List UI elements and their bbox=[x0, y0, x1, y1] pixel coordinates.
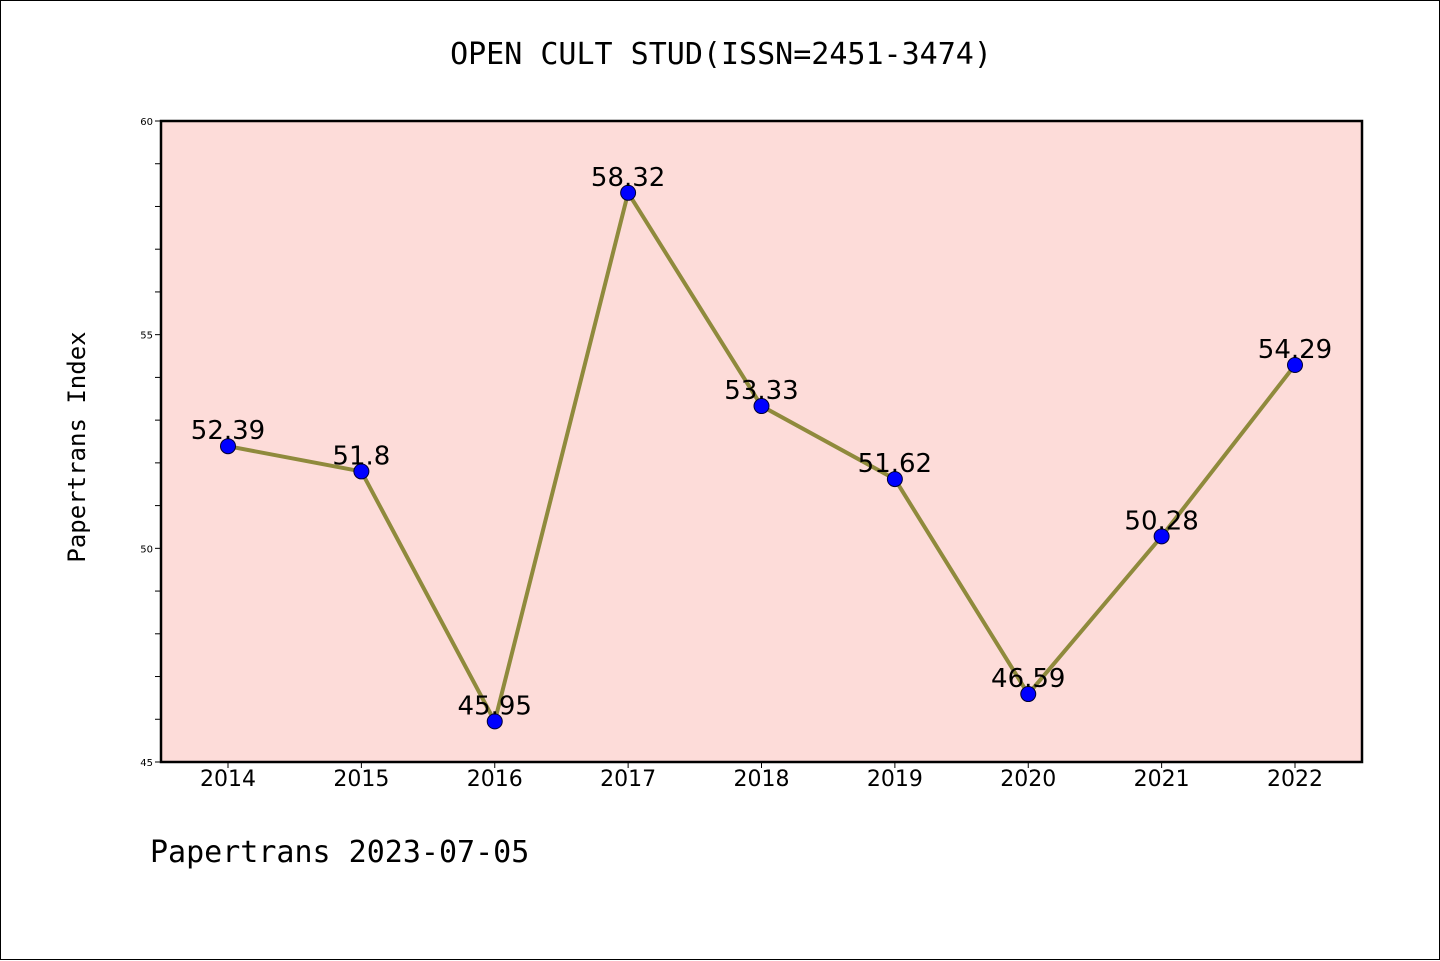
y-tick-label: 50 bbox=[140, 544, 153, 555]
y-tick-label: 55 bbox=[140, 331, 153, 342]
x-tick-label: 2016 bbox=[467, 767, 523, 792]
data-label: 58.32 bbox=[591, 163, 665, 193]
data-label: 54.29 bbox=[1258, 335, 1332, 365]
data-label: 46.59 bbox=[991, 664, 1065, 694]
x-tick-label: 2019 bbox=[867, 767, 923, 792]
data-label: 45.95 bbox=[458, 691, 532, 721]
x-tick-label: 2022 bbox=[1267, 767, 1323, 792]
data-point-marker bbox=[886, 471, 903, 488]
data-label: 52.39 bbox=[191, 416, 265, 446]
data-point-marker bbox=[1153, 528, 1170, 545]
data-label: 53.33 bbox=[724, 376, 798, 406]
plot-background bbox=[161, 121, 1362, 762]
y-tick-label: 45 bbox=[140, 758, 153, 769]
x-tick-label: 2017 bbox=[600, 767, 656, 792]
data-label: 51.8 bbox=[332, 441, 390, 471]
plot-frame bbox=[159, 119, 1364, 764]
x-tick-label: 2021 bbox=[1134, 767, 1190, 792]
data-point-marker bbox=[220, 438, 236, 455]
data-point-marker bbox=[1020, 686, 1037, 703]
data-point-marker bbox=[753, 398, 770, 415]
y-tick-label: 60 bbox=[140, 117, 153, 128]
data-label: 51.62 bbox=[858, 449, 932, 479]
x-tick-label: 2020 bbox=[1000, 767, 1056, 792]
data-point-marker bbox=[1287, 357, 1303, 374]
data-point-marker bbox=[620, 184, 637, 201]
data-label: 50.28 bbox=[1124, 506, 1198, 536]
x-tick-label: 2018 bbox=[734, 767, 790, 792]
data-point-marker bbox=[353, 463, 370, 480]
x-tick-label: 2014 bbox=[200, 767, 256, 792]
chart-title: OPEN CULT STUD(ISSN=2451-3474) bbox=[450, 37, 992, 72]
x-tick-label: 2015 bbox=[333, 767, 389, 792]
footer-note: Papertrans 2023-07-05 bbox=[150, 835, 530, 870]
data-point-marker bbox=[486, 713, 503, 730]
